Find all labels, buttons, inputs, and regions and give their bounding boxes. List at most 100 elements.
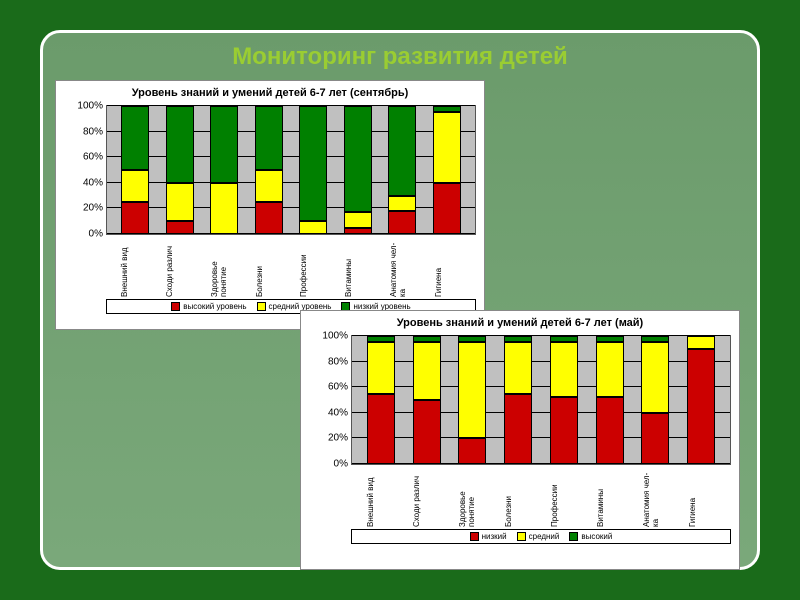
legend-item: высокий уровень [171,302,246,311]
bar-group [687,336,715,464]
legend-item: низкий [470,532,507,541]
legend-swatch [517,532,526,541]
bar-segment-low [210,106,238,183]
bar-segment-high [121,202,149,234]
bar-segment-mid [641,342,669,412]
bar-group [504,336,532,464]
y-tick-label: 100% [77,101,103,112]
y-tick-label: 0% [89,229,103,240]
x-axis-labels: Внешний вид Сходи различ Здоровье понятие Б… [351,469,731,527]
x-tick-label: Внешний вид [366,469,394,527]
plot-area: 0%20%40%60%80%100% [351,335,731,465]
legend-label: средний [529,532,560,541]
bar-segment-low [121,106,149,170]
chart-title: Уровень знаний и умений детей 6-7 лет (м… [301,311,739,331]
bar-segment-mid [299,221,327,234]
bar-segment-low [413,400,441,464]
x-tick-label: Гигиена [434,239,462,297]
x-tick-label: Сходи различ [165,239,193,297]
bars-container [352,336,730,464]
bar-segment-mid [687,336,715,349]
bar-segment-mid [458,342,486,438]
bar-segment-low [504,394,532,464]
y-tick-label: 20% [328,433,348,444]
bar-segment-mid [388,196,416,211]
bar-segment-mid [121,170,149,202]
x-tick-label: Витамины [596,469,624,527]
bar-group [596,336,624,464]
bar-group [121,106,149,234]
bar-group [367,336,395,464]
bar-group [550,336,578,464]
bar-segment-low [641,413,669,464]
bar-segment-high [388,211,416,234]
bar-segment-high [255,202,283,234]
bar-segment-high [433,183,461,234]
bar-segment-low [458,438,486,464]
bar-segment-mid [166,183,194,221]
legend-item: средний [517,532,560,541]
y-tick-label: 40% [83,177,103,188]
bar-group [166,106,194,234]
bar-segment-low [299,106,327,221]
page-title: Мониторинг развития детей [43,33,757,71]
bar-group [433,106,461,234]
bar-segment-high [166,221,194,234]
legend-label: низкий [482,532,507,541]
bar-group [344,106,372,234]
bar-segment-mid [255,170,283,202]
y-tick-label: 80% [328,356,348,367]
y-tick-label: 0% [334,459,348,470]
bar-segment-low [550,397,578,464]
bar-group [641,336,669,464]
x-tick-label: Профессии [299,239,327,297]
chart-may: Уровень знаний и умений детей 6-7 лет (м… [300,310,740,570]
x-tick-label: Анатомия чел-ка [642,469,670,527]
bar-segment-low [367,394,395,464]
bar-group [299,106,327,234]
x-axis-labels: Внешний вид Сходи различ Здоровье понятие Б… [106,239,476,297]
bar-segment-mid [596,342,624,397]
legend: низкий средний высокий [351,529,731,544]
x-tick-label: Гигиена [688,469,716,527]
bar-segment-low [388,106,416,196]
bar-segment-low [166,106,194,183]
legend-swatch [470,532,479,541]
bar-group [388,106,416,234]
bar-segment-mid [504,342,532,393]
bar-segment-low [344,106,372,212]
bar-segment-mid [344,212,372,227]
bar-group [458,336,486,464]
chart-title: Уровень знаний и умений детей 6-7 лет (с… [56,81,484,101]
legend-item: высокий [569,532,612,541]
x-tick-label: Здоровье понятие [458,469,486,527]
plot-area: 0%20%40%60%80%100% [106,105,476,235]
x-tick-label: Витамины [344,239,372,297]
y-tick-label: 80% [83,126,103,137]
bar-segment-mid [367,342,395,393]
legend-swatch [569,532,578,541]
bar-segment-mid [433,112,461,182]
x-tick-label: Анатомия чел-ка [389,239,417,297]
x-tick-label: Профессии [550,469,578,527]
bar-segment-low [687,349,715,464]
bar-segment-low [596,397,624,464]
x-tick-label: Болезни [255,239,283,297]
y-tick-label: 60% [83,152,103,163]
bar-segment-mid [413,342,441,400]
y-tick-label: 60% [328,382,348,393]
x-tick-label: Сходи различ [412,469,440,527]
y-tick-label: 100% [322,331,348,342]
x-tick-label: Внешний вид [120,239,148,297]
y-tick-label: 40% [328,407,348,418]
x-tick-label: Болезни [504,469,532,527]
legend-label: высокий [581,532,612,541]
x-tick-label: Здоровье понятие [210,239,238,297]
bar-group [255,106,283,234]
y-tick-label: 20% [83,203,103,214]
bar-segment-low [255,106,283,170]
chart-september: Уровень знаний и умений детей 6-7 лет (с… [55,80,485,330]
bar-group [413,336,441,464]
bar-group [210,106,238,234]
legend-swatch [257,302,266,311]
